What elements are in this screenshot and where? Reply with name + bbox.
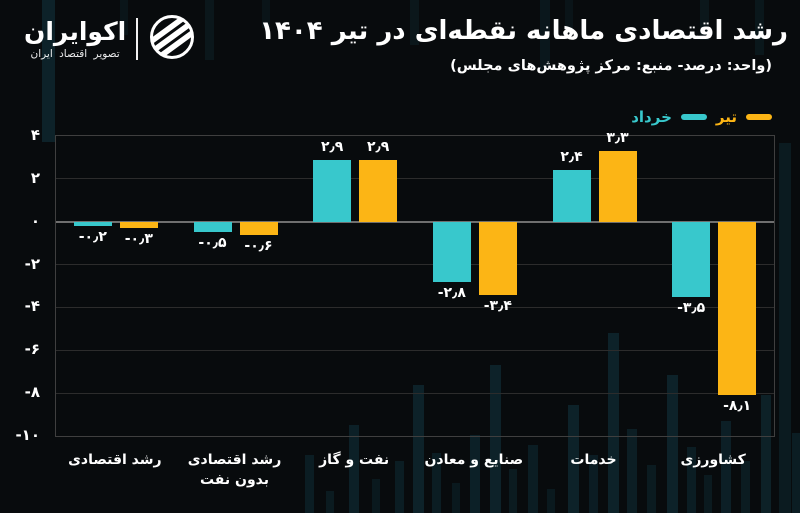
legend: خرداد تیر: [631, 108, 772, 126]
gridline: [56, 178, 774, 180]
x-axis-label-2: نفت و گاز: [319, 452, 390, 468]
x-axis-label-1: رشد اقتصادی بدون نفت: [187, 452, 282, 488]
y-tick-label: -۱۰: [15, 426, 40, 444]
value-label-tir-5: -۸٫۱: [723, 398, 752, 415]
logo-name: اکوایران: [24, 17, 127, 47]
logo-text: اکوایران تصویر اقتصاد ایران: [24, 18, 126, 60]
background-bar: [432, 453, 441, 513]
background-bar: [700, 0, 709, 40]
background-bar: [647, 465, 656, 513]
background-bar: [608, 333, 619, 513]
background-bar: [262, 0, 270, 28]
bar-tir-3: [478, 221, 517, 295]
background-bar: [509, 469, 517, 513]
value-label-khordad-3: -۲٫۸: [437, 284, 466, 301]
y-tick-label: -۶: [24, 340, 40, 359]
bar-tir-5: [718, 221, 757, 396]
background-bar: [704, 475, 712, 513]
background-bar: [761, 395, 771, 513]
legend-item-khordad: خرداد: [631, 108, 707, 126]
chart-title: رشد اقتصادی ماهانه نقطه‌ای در تیر ۱۴۰۴: [259, 16, 788, 46]
background-bar: [540, 0, 550, 70]
background-bar: [792, 433, 800, 513]
legend-label-tir: تیر: [715, 108, 737, 126]
background-bar: [755, 0, 764, 55]
bar-tir-4: [598, 151, 637, 222]
x-axis-label-0: رشد اقتصادی: [68, 452, 162, 468]
plot-area: -۰٫۲ -۰٫۳ -۰٫۵ -۰٫۶ ۲٫۹ ۲٫۹ -۲٫۸ -۳٫۴ ۲٫۴ ۳٫۳ -۳٫۵…: [55, 130, 775, 437]
gridline: [56, 392, 774, 394]
x-axis: رشد اقتصادی رشد اقتصادی بدون نفت نفت و گاز ص…: [55, 443, 773, 503]
bar-khordad-3: [432, 221, 471, 282]
background-bar: [42, 0, 55, 142]
value-label-khordad-1: -۰٫۵: [198, 235, 227, 252]
value-label-tir-0: -۰٫۳: [124, 231, 153, 248]
y-tick-label: ۲: [30, 168, 40, 187]
chart-subtitle: (واحد: درصد- منبع: مرکز پژوهش‌های مجلس): [450, 58, 772, 74]
bar-tir-0: [119, 221, 158, 229]
background-bar: [627, 429, 637, 513]
logo-tagline: تصویر اقتصاد ایران: [30, 47, 120, 60]
logo-divider: [136, 18, 139, 60]
background-bar: [470, 435, 480, 513]
background-bar: [349, 425, 359, 513]
bar-khordad-0: [73, 221, 112, 226]
background-bar: [372, 479, 380, 513]
background-bar: [410, 0, 419, 45]
logo: اکوایران تصویر اقتصاد ایران: [24, 13, 197, 65]
bar-khordad-4: [552, 170, 591, 222]
background-bar: [687, 447, 696, 513]
background-bar: [547, 489, 555, 513]
background-bar: [452, 483, 460, 513]
background-bar: [490, 365, 501, 513]
background-bar: [779, 143, 791, 513]
background-bar: [205, 0, 214, 60]
legend-swatch-tir: [746, 114, 772, 120]
background-bar: [565, 0, 573, 30]
gridline: [56, 306, 774, 308]
background-bar: [305, 455, 314, 513]
y-tick-label: ۰: [30, 211, 40, 230]
background-bar: [326, 491, 334, 513]
background-bar: [741, 461, 750, 513]
value-label-tir-3: -۳٫۴: [483, 297, 512, 314]
background-bar: [589, 455, 598, 513]
background-bar: [568, 405, 579, 513]
background-bar: [667, 375, 678, 513]
zero-line: [56, 220, 774, 223]
bar-khordad-1: [193, 221, 232, 233]
gridline: [56, 264, 774, 266]
y-tick-label: -۲: [24, 254, 40, 273]
value-label-khordad-4: ۲٫۴: [560, 149, 583, 166]
value-label-tir-1: -۰٫۶: [244, 237, 273, 254]
value-label-tir-4: ۳٫۳: [606, 130, 629, 146]
background-bar: [395, 461, 404, 513]
y-axis: ۴ ۲ ۰ -۲ -۴ -۶ -۸ -۱۰: [0, 126, 46, 444]
logo-mark-icon: [147, 13, 197, 65]
bar-khordad-2: [313, 159, 352, 222]
y-tick-label: -۴: [24, 297, 40, 316]
value-label-khordad-0: -۰٫۲: [78, 229, 107, 245]
x-axis-label-4: خدمات: [570, 452, 617, 468]
value-label-khordad-5: -۳٫۵: [677, 299, 706, 316]
background-bar: [528, 445, 538, 513]
bar-tir-2: [359, 159, 398, 222]
background-bar: [413, 385, 424, 513]
value-label-tir-2: ۲٫۹: [366, 138, 390, 155]
legend-label-khordad: خرداد: [631, 108, 672, 126]
x-axis-label-3: صنایع و معادن: [424, 452, 524, 468]
gridline: [56, 349, 774, 351]
y-tick-label: -۸: [24, 383, 40, 402]
x-axis-label-5: کشاورزی: [680, 452, 746, 468]
y-tick-label: ۴: [30, 126, 40, 144]
background-bar: [721, 421, 731, 513]
legend-item-tir: تیر: [716, 108, 772, 126]
value-label-khordad-2: ۲٫۹: [320, 138, 344, 155]
bar-khordad-5: [672, 221, 711, 297]
legend-swatch-khordad: [680, 114, 707, 120]
background-bar: [120, 0, 128, 35]
bar-tir-1: [239, 221, 278, 235]
